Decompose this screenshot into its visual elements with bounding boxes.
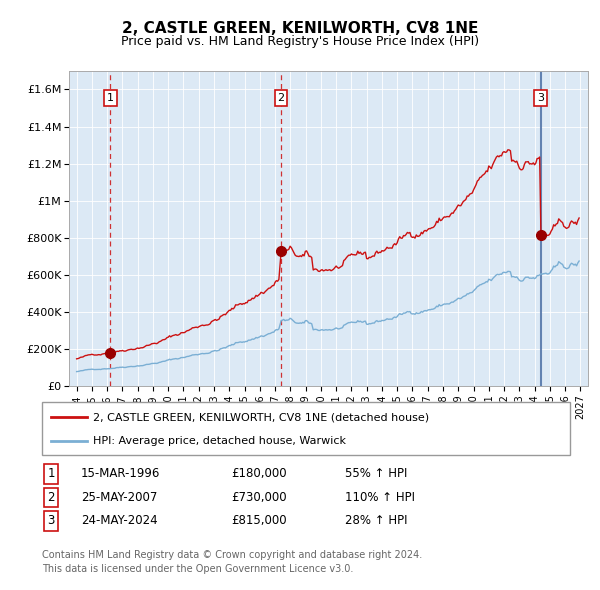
- Text: 3: 3: [47, 514, 55, 527]
- Text: 2, CASTLE GREEN, KENILWORTH, CV8 1NE: 2, CASTLE GREEN, KENILWORTH, CV8 1NE: [122, 21, 478, 36]
- Text: 1: 1: [107, 93, 114, 103]
- Text: £815,000: £815,000: [231, 514, 287, 527]
- Text: Price paid vs. HM Land Registry's House Price Index (HPI): Price paid vs. HM Land Registry's House …: [121, 35, 479, 48]
- Text: 15-MAR-1996: 15-MAR-1996: [81, 467, 160, 480]
- Text: 55% ↑ HPI: 55% ↑ HPI: [345, 467, 407, 480]
- Text: 1: 1: [47, 467, 55, 480]
- Text: £730,000: £730,000: [231, 491, 287, 504]
- Text: Contains HM Land Registry data © Crown copyright and database right 2024.
This d: Contains HM Land Registry data © Crown c…: [42, 550, 422, 574]
- Text: 3: 3: [537, 93, 544, 103]
- Text: £180,000: £180,000: [231, 467, 287, 480]
- Text: HPI: Average price, detached house, Warwick: HPI: Average price, detached house, Warw…: [93, 435, 346, 445]
- Text: 28% ↑ HPI: 28% ↑ HPI: [345, 514, 407, 527]
- Text: 24-MAY-2024: 24-MAY-2024: [81, 514, 158, 527]
- Text: 2: 2: [277, 93, 284, 103]
- Text: 25-MAY-2007: 25-MAY-2007: [81, 491, 157, 504]
- Text: 2, CASTLE GREEN, KENILWORTH, CV8 1NE (detached house): 2, CASTLE GREEN, KENILWORTH, CV8 1NE (de…: [93, 412, 429, 422]
- Text: 110% ↑ HPI: 110% ↑ HPI: [345, 491, 415, 504]
- Text: 2: 2: [47, 491, 55, 504]
